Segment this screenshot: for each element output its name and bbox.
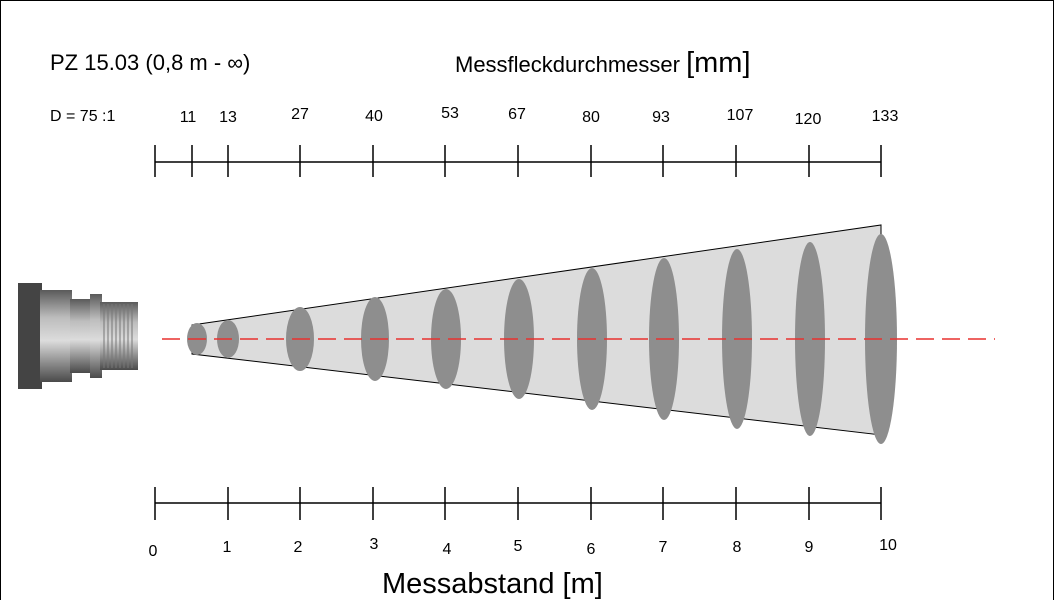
spot-diameter-label: 133 [872,108,899,125]
distance-label: 3 [370,536,379,553]
spot-diameter-label: 67 [508,106,526,123]
bottom-axis-title: Messabstand [m] [382,568,603,600]
top-axis-title-text: Messfleckdurchmesser [455,52,686,77]
distance-label: 6 [587,541,596,558]
distance-label: 10 [879,537,897,554]
distance-label: 2 [294,539,303,556]
spot-diameter-label: 93 [652,109,670,126]
spot-diameter-axis: 11 13 27 40 53 67 80 93 107 120 133 [154,105,899,177]
lens-ring [90,294,102,378]
spot-diameter-label: 13 [219,109,237,126]
measurement-cone [162,224,995,444]
top-axis-title: Messfleckdurchmesser [mm] [455,47,751,79]
distance-label: 8 [733,539,742,556]
sensor-lens-icon [18,283,138,389]
distance-label: 0 [149,543,158,560]
diagram-title: PZ 15.03 (0,8 m - ∞) [50,50,250,75]
spot-diameter-label: 107 [727,107,754,124]
spot-diameter-label: 40 [365,108,383,125]
spot-diameter-label: 53 [441,105,459,122]
ratio-label: D = 75 :1 [50,108,115,125]
distance-label: 4 [443,541,452,558]
measurement-spot [795,242,825,436]
spot-diameter-label: 120 [795,111,822,128]
distance-label: 9 [805,539,814,556]
measurement-spot [431,289,461,389]
lens-body-rear [18,283,42,389]
distance-label: 5 [514,538,523,555]
spot-diameter-label: 11 [180,109,197,126]
spot-diameter-label: 80 [582,109,600,126]
distance-label: 7 [659,539,668,556]
top-axis-title-unit: [mm] [686,47,750,79]
distance-axis: 0 1 2 3 4 5 6 7 8 9 10 [149,487,897,560]
distance-label: 1 [223,539,232,556]
measurement-spot [504,279,534,399]
spot-diameter-label: 27 [291,106,309,123]
lens-neck [70,299,92,373]
lens-body-mid [40,290,72,382]
